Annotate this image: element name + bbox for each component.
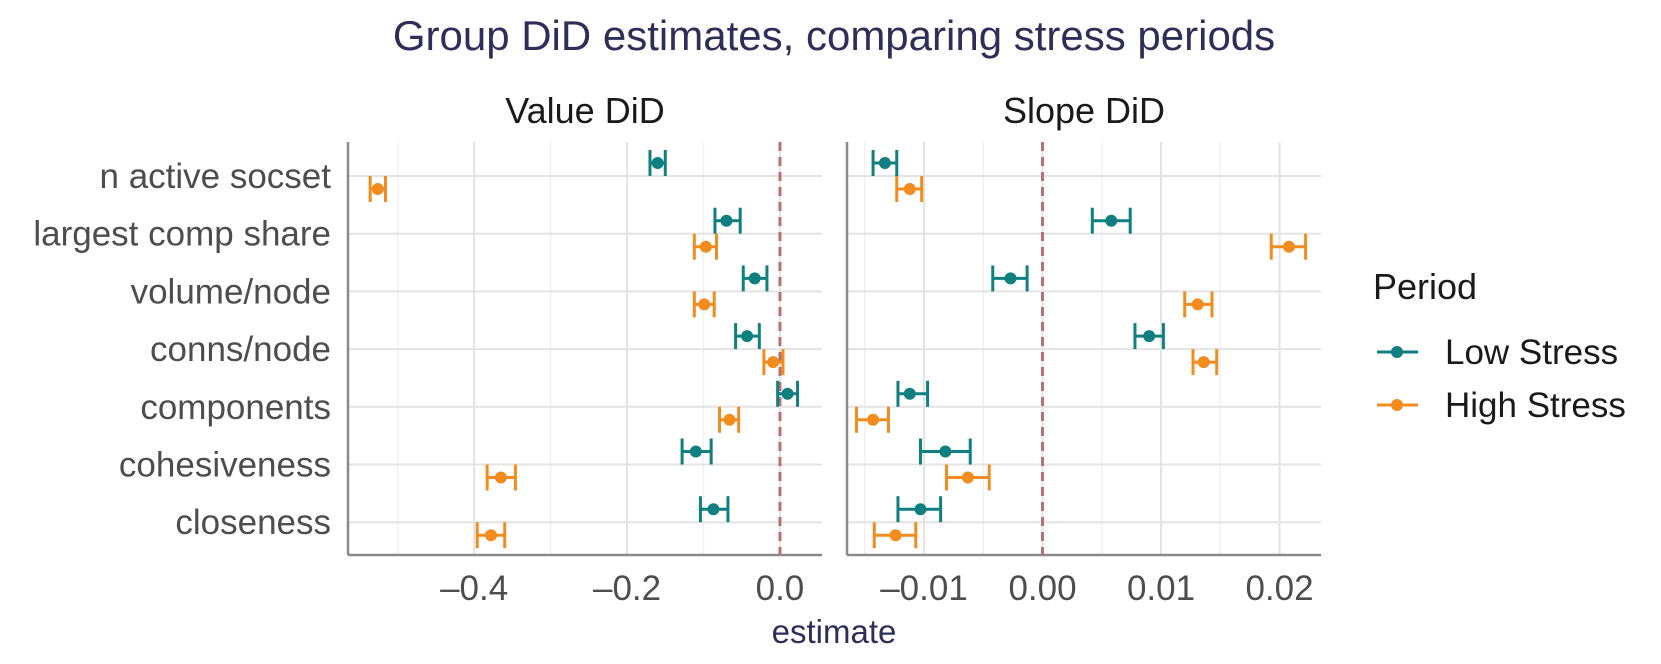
point-estimate — [1283, 240, 1296, 253]
estimate-mark — [475, 522, 507, 549]
legend-label: High Stress — [1445, 386, 1626, 425]
estimate-mark — [895, 176, 924, 202]
estimate-mark — [762, 349, 785, 376]
estimate-mark — [854, 406, 890, 433]
estimate-mark — [1133, 323, 1165, 350]
legend-label: Low Stress — [1445, 333, 1618, 372]
chart-panels: –0.4 –0.2 0.0 Value DiD –0.01 0.00 0.01 0.02 Slo… — [346, 90, 1321, 608]
estimate-mark — [871, 150, 899, 176]
estimate-mark — [1183, 291, 1214, 318]
y-tick-label: n active socset — [100, 157, 332, 196]
point-estimate — [699, 240, 712, 253]
estimate-mark — [945, 464, 991, 491]
legend-entry: Low Stress — [1377, 333, 1618, 372]
point-estimate — [1004, 272, 1017, 285]
point-estimate — [484, 529, 497, 542]
estimate-mark — [896, 380, 930, 407]
x-tick-label: 0.0 — [756, 569, 805, 608]
point-estimate — [878, 157, 891, 169]
point-estimate — [651, 157, 664, 169]
estimate-mark — [1269, 233, 1308, 260]
y-tick-label: volume/node — [131, 272, 331, 311]
chart-title: Group DiD estimates, comparing stress pe… — [393, 12, 1275, 59]
point-estimate — [781, 387, 794, 400]
estimate-mark — [692, 233, 718, 260]
panel-2: –0.01 0.00 0.01 0.02 Slope DiD — [845, 90, 1321, 608]
point-estimate — [914, 503, 927, 516]
x-tick-label: 0.00 — [1008, 569, 1076, 608]
point-estimate — [1191, 298, 1204, 311]
y-tick-label: closeness — [175, 503, 331, 542]
estimate-mark — [680, 438, 713, 465]
estimate-mark — [872, 522, 918, 549]
estimate-mark — [368, 176, 387, 202]
point-estimate — [689, 445, 702, 458]
estimate-mark — [1191, 349, 1219, 376]
point-estimate — [903, 183, 916, 195]
estimate-mark — [1090, 207, 1132, 234]
point-estimate — [1105, 214, 1118, 227]
legend-key-point — [1391, 346, 1403, 358]
estimate-mark — [991, 265, 1029, 292]
x-tick-label: 0.02 — [1245, 569, 1313, 608]
point-estimate — [720, 214, 733, 227]
y-tick-label: largest comp share — [33, 215, 331, 254]
x-tick-label: –0.01 — [880, 569, 968, 608]
point-estimate — [371, 183, 384, 195]
point-estimate — [1143, 330, 1156, 343]
point-estimate — [1197, 356, 1210, 369]
point-estimate — [707, 503, 720, 516]
point-estimate — [939, 445, 952, 458]
legend: Period Low Stress High Stress — [1373, 266, 1626, 425]
estimate-mark — [776, 380, 800, 407]
point-estimate — [741, 330, 754, 343]
point-estimate — [767, 356, 780, 369]
estimate-mark — [713, 207, 742, 234]
y-tick-label: cohesiveness — [119, 446, 331, 485]
estimate-mark — [741, 265, 769, 292]
point-estimate — [748, 272, 761, 285]
panel-title: Slope DiD — [1003, 90, 1165, 131]
point-estimate — [867, 413, 880, 426]
estimate-mark — [698, 496, 730, 523]
estimate-mark — [718, 406, 741, 433]
point-estimate — [961, 471, 974, 484]
y-tick-label: components — [140, 388, 331, 427]
estimate-mark — [896, 496, 943, 523]
point-estimate — [698, 298, 711, 311]
legend-entry: High Stress — [1377, 386, 1626, 425]
y-axis-labels: n active socset largest comp share volume/… — [33, 157, 331, 542]
legend-title: Period — [1373, 266, 1477, 307]
x-tick-label: 0.01 — [1127, 569, 1195, 608]
x-tick-label: –0.2 — [593, 569, 661, 608]
legend-key-point — [1391, 399, 1403, 411]
y-tick-label: conns/node — [150, 330, 331, 369]
estimate-mark — [734, 323, 761, 350]
x-axis-title: estimate — [772, 613, 897, 650]
panel-1: –0.4 –0.2 0.0 Value DiD — [346, 90, 822, 608]
point-estimate — [494, 471, 507, 484]
panel-title: Value DiD — [505, 90, 664, 131]
estimate-mark — [485, 464, 517, 491]
x-tick-label: –0.4 — [440, 569, 508, 608]
point-estimate — [889, 529, 902, 542]
estimate-mark — [918, 438, 972, 465]
point-estimate — [723, 413, 736, 426]
point-estimate — [903, 387, 916, 400]
estimate-mark — [648, 150, 667, 176]
estimate-mark — [692, 291, 716, 318]
